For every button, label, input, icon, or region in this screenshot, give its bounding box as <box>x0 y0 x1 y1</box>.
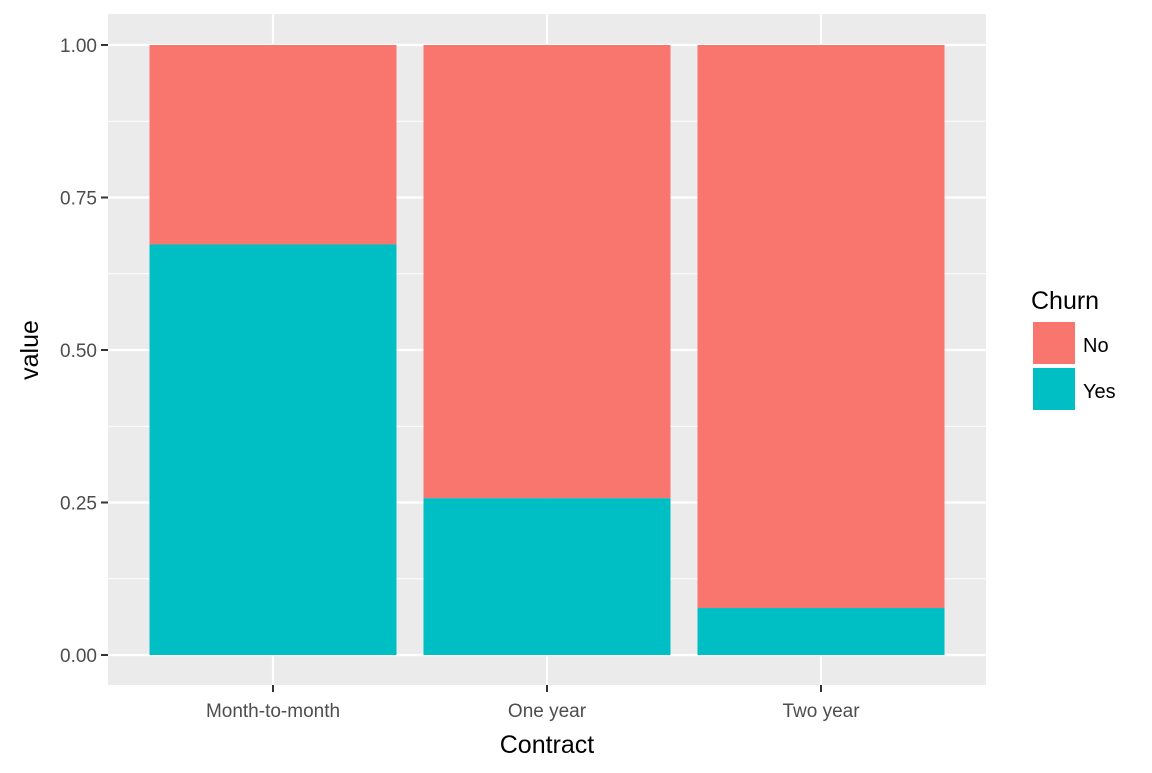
y-axis-title: value <box>16 320 44 380</box>
x-axis: Month-to-month One year Two year <box>206 685 860 722</box>
y-axis: 0.00 0.25 0.50 0.75 1.00 <box>60 36 108 667</box>
legend-label-no: No <box>1083 335 1109 357</box>
legend-label-yes: Yes <box>1083 381 1116 403</box>
y-tick-label: 0.00 <box>60 646 97 667</box>
x-axis-title: Contract <box>500 731 595 759</box>
x-tick-label: Month-to-month <box>206 701 340 722</box>
bar-no-0 <box>149 45 397 245</box>
legend-swatch-no <box>1033 322 1075 364</box>
bar-yes-0 <box>149 244 397 655</box>
y-tick-label: 0.25 <box>60 494 97 515</box>
x-tick-label: One year <box>508 701 587 722</box>
bars <box>149 45 945 655</box>
bar-yes-1 <box>423 498 671 655</box>
x-tick-label: Two year <box>782 701 860 722</box>
legend: Churn No Yes <box>1031 287 1116 410</box>
legend-title: Churn <box>1031 287 1099 315</box>
y-tick-label: 1.00 <box>60 36 97 57</box>
y-tick-label: 0.50 <box>60 341 97 362</box>
y-tick-label: 0.75 <box>60 189 97 210</box>
bar-no-2 <box>697 45 945 609</box>
bar-yes-2 <box>697 608 945 655</box>
bar-no-1 <box>423 45 671 499</box>
legend-swatch-yes <box>1033 368 1075 410</box>
